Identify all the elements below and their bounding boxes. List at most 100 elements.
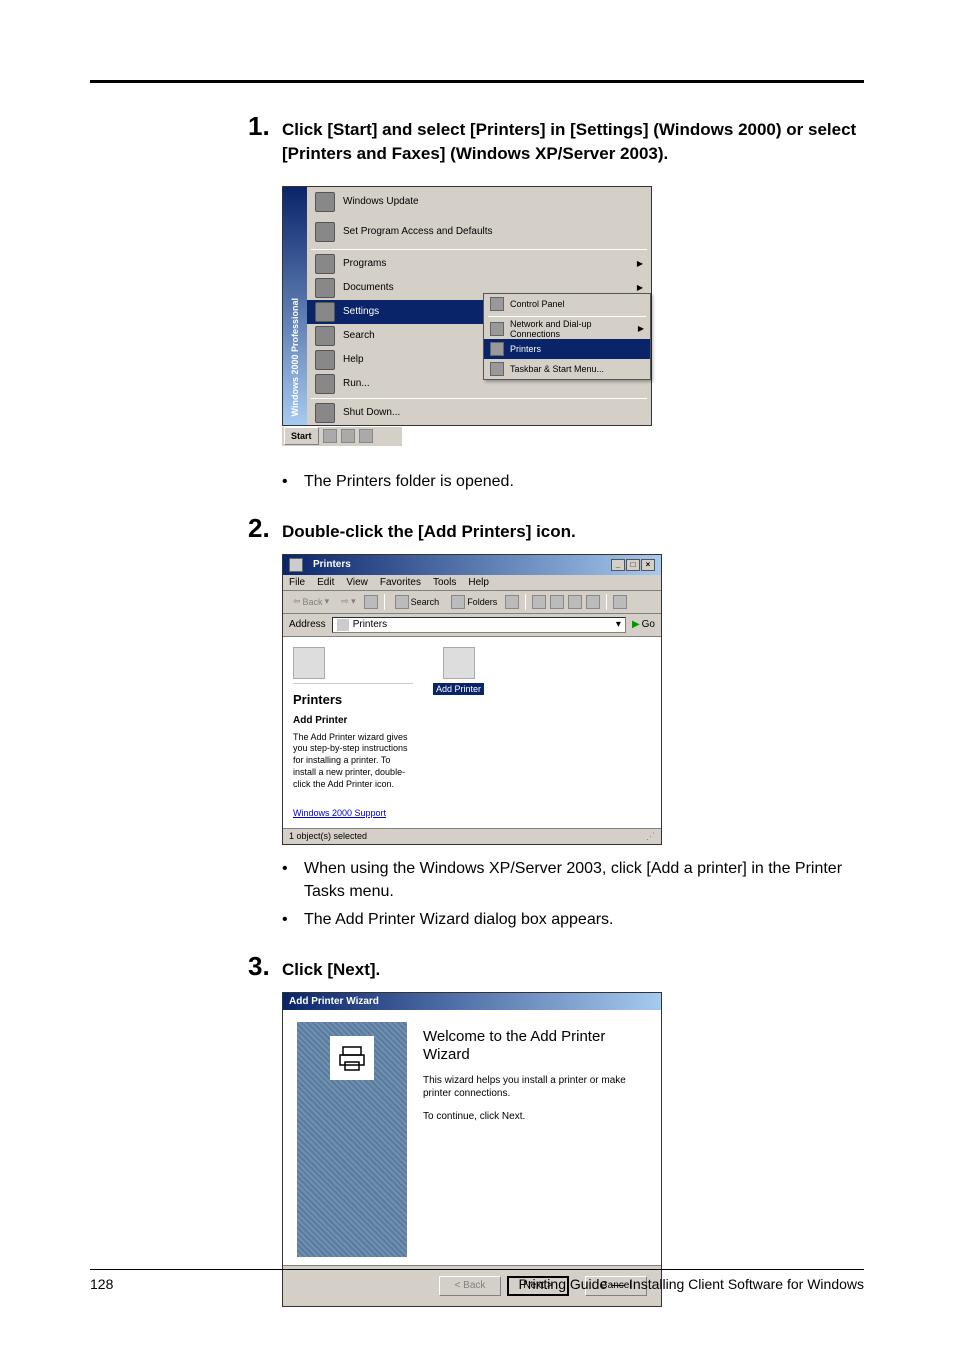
menu-help[interactable]: Help bbox=[468, 577, 489, 588]
step-1-bullets: • The Printers folder is opened. bbox=[282, 470, 864, 493]
submenu-taskbar[interactable]: Taskbar & Start Menu... bbox=[484, 359, 650, 379]
toolbar: ⇦Back▾ ⇨ ▾ Search Folders bbox=[283, 591, 661, 614]
start-item-label: Shut Down... bbox=[343, 407, 400, 418]
add-printer-icon bbox=[443, 647, 475, 679]
submenu-network[interactable]: Network and Dial-up Connections ▶ bbox=[484, 319, 650, 339]
close-button[interactable]: × bbox=[641, 559, 655, 571]
up-icon[interactable] bbox=[364, 595, 378, 609]
forward-button[interactable]: ⇨ ▾ bbox=[337, 595, 360, 608]
support-link[interactable]: Windows 2000 Support bbox=[293, 808, 413, 818]
search-icon bbox=[315, 326, 335, 346]
views-icon[interactable] bbox=[613, 595, 627, 609]
address-field[interactable]: Printers ▾ bbox=[332, 617, 626, 633]
dropdown-arrow-icon[interactable]: ▾ bbox=[616, 619, 621, 630]
wizard-body: Welcome to the Add Printer Wizard This w… bbox=[283, 1010, 661, 1265]
printer-icon bbox=[330, 1036, 374, 1080]
bullet-text: The Printers folder is opened. bbox=[304, 470, 514, 493]
start-item-shutdown[interactable]: Shut Down... bbox=[307, 401, 651, 425]
step-1: 1. Click [Start] and select [Printers] i… bbox=[248, 111, 864, 166]
help-icon bbox=[315, 350, 335, 370]
start-item-label: Run... bbox=[343, 378, 370, 389]
wizard-text-1: This wizard helps you install a printer … bbox=[423, 1074, 643, 1100]
bullet-text: The Add Printer Wizard dialog box appear… bbox=[304, 908, 614, 931]
taskbar-icon bbox=[490, 362, 504, 376]
folder-left-pane: Printers Add Printer The Add Printer wiz… bbox=[283, 637, 423, 828]
undo-icon[interactable] bbox=[586, 595, 600, 609]
submenu-arrow-icon: ▶ bbox=[637, 283, 643, 292]
control-panel-icon bbox=[490, 297, 504, 311]
search-icon bbox=[395, 595, 409, 609]
start-item-label: Help bbox=[343, 354, 364, 365]
start-item-label: Settings bbox=[343, 306, 379, 317]
menu-favorites[interactable]: Favorites bbox=[380, 577, 421, 588]
start-menu-banner-text: Windows 2000 Professional bbox=[290, 298, 300, 416]
settings-icon bbox=[315, 302, 335, 322]
history-icon[interactable] bbox=[505, 595, 519, 609]
submenu-printers[interactable]: Printers bbox=[484, 339, 650, 359]
back-label: Back bbox=[303, 597, 323, 607]
screenshot-add-printer-wizard: Add Printer Wizard Welcome to the Add Pr… bbox=[282, 992, 662, 1307]
start-item-program-access[interactable]: Set Program Access and Defaults bbox=[307, 217, 651, 247]
wizard-sidebar bbox=[297, 1022, 407, 1257]
start-item-windows-update[interactable]: Windows Update bbox=[307, 187, 651, 217]
minimize-button[interactable]: _ bbox=[611, 559, 625, 571]
resize-grip-icon[interactable]: ⋰ bbox=[646, 831, 655, 842]
quick-launch-icon[interactable] bbox=[323, 429, 337, 443]
go-button[interactable]: ▶ Go bbox=[632, 619, 655, 630]
submenu-control-panel[interactable]: Control Panel bbox=[484, 294, 650, 314]
header-rule bbox=[90, 80, 864, 83]
menu-view[interactable]: View bbox=[346, 577, 368, 588]
start-item-label: Search bbox=[343, 330, 375, 341]
bullet-dot: • bbox=[282, 470, 304, 493]
address-icon bbox=[337, 619, 349, 631]
bullet-item: • The Add Printer Wizard dialog box appe… bbox=[282, 908, 864, 931]
menu-separator bbox=[311, 249, 647, 250]
delete-icon[interactable] bbox=[568, 595, 582, 609]
step-2: 2. Double-click the [Add Printers] icon. bbox=[248, 513, 864, 544]
submenu-arrow-icon: ▶ bbox=[637, 259, 643, 268]
search-button[interactable]: Search bbox=[391, 594, 444, 610]
submenu-label: Control Panel bbox=[510, 299, 565, 309]
back-button[interactable]: ⇦Back▾ bbox=[289, 595, 333, 608]
wizard-text-2: To continue, click Next. bbox=[423, 1110, 643, 1123]
maximize-button[interactable]: □ bbox=[626, 559, 640, 571]
printers-folder-icon bbox=[293, 647, 325, 679]
window-titlebar: Printers _ □ × bbox=[283, 555, 661, 575]
go-label: Go bbox=[642, 619, 655, 630]
window-title: Printers bbox=[313, 559, 351, 570]
menu-tools[interactable]: Tools bbox=[433, 577, 456, 588]
address-label: Address bbox=[289, 619, 326, 630]
copy-icon[interactable] bbox=[550, 595, 564, 609]
submenu-label: Taskbar & Start Menu... bbox=[510, 364, 604, 374]
move-icon[interactable] bbox=[532, 595, 546, 609]
toolbar-separator bbox=[384, 594, 385, 610]
step-3-text: Click [Next]. bbox=[282, 958, 380, 982]
folders-button[interactable]: Folders bbox=[447, 594, 501, 610]
quick-launch-icon[interactable] bbox=[341, 429, 355, 443]
wizard-heading: Welcome to the Add Printer Wizard bbox=[423, 1028, 643, 1064]
window-buttons: _ □ × bbox=[611, 559, 655, 571]
start-menu-banner: Windows 2000 Professional bbox=[283, 187, 307, 425]
submenu-arrow-icon: ▶ bbox=[638, 324, 644, 333]
menubar: File Edit View Favorites Tools Help bbox=[283, 575, 661, 591]
screenshot-start-menu: Windows 2000 Professional Windows Update… bbox=[282, 186, 652, 426]
shutdown-icon bbox=[315, 403, 335, 423]
menu-separator bbox=[488, 316, 646, 317]
menu-edit[interactable]: Edit bbox=[317, 577, 334, 588]
programs-icon bbox=[315, 254, 335, 274]
documents-icon bbox=[315, 278, 335, 298]
status-bar: 1 object(s) selected ⋰ bbox=[283, 828, 661, 844]
start-item-label: Programs bbox=[343, 258, 386, 269]
status-text: 1 object(s) selected bbox=[289, 831, 367, 842]
screenshot-printers-folder: Printers _ □ × File Edit View Favorites … bbox=[282, 554, 662, 845]
start-item-programs[interactable]: Programs ▶ bbox=[307, 252, 651, 276]
quick-launch-icon[interactable] bbox=[359, 429, 373, 443]
start-button[interactable]: Start bbox=[284, 427, 319, 445]
menu-file[interactable]: File bbox=[289, 577, 305, 588]
step-1-number: 1. bbox=[248, 111, 282, 142]
step-2-number: 2. bbox=[248, 513, 282, 544]
start-item-label: Set Program Access and Defaults bbox=[343, 226, 493, 237]
add-printer-label: Add Printer bbox=[433, 683, 484, 695]
taskbar: Start bbox=[282, 426, 402, 446]
add-printer-item[interactable]: Add Printer bbox=[433, 647, 484, 697]
